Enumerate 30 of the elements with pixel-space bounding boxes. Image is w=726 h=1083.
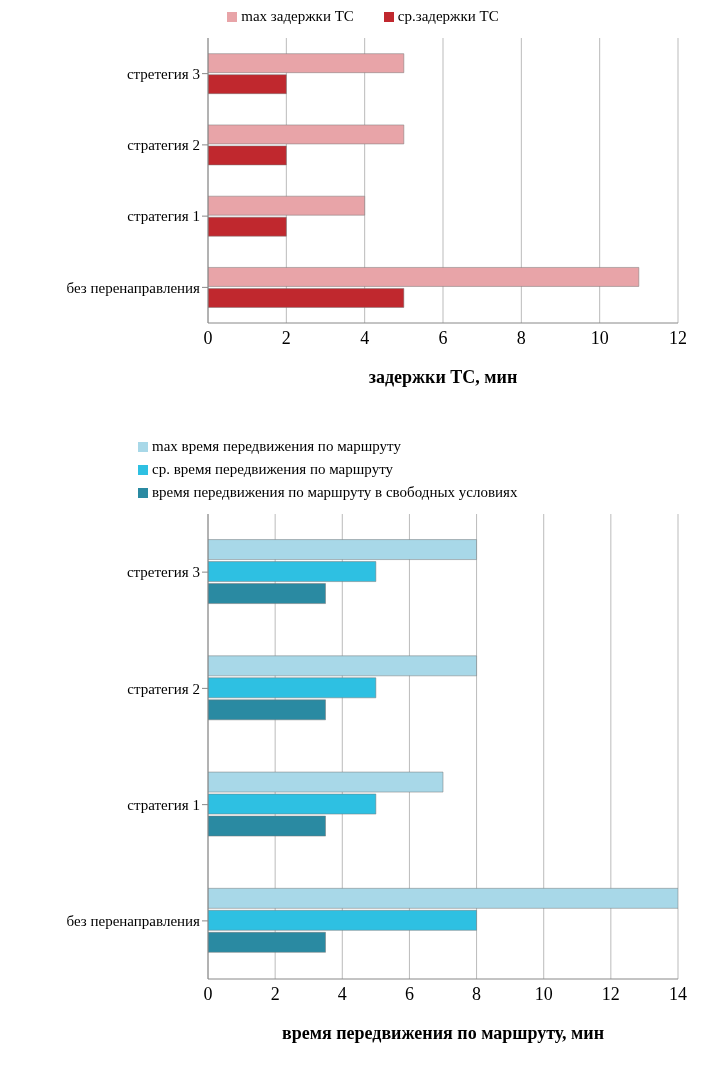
x-tick-label: 12 xyxy=(601,983,620,1004)
x-axis-title: задержки ТС, мин xyxy=(368,367,518,387)
x-axis-title: время передвижения по маршруту, мин xyxy=(281,1023,605,1043)
x-tick-label: 10 xyxy=(534,983,553,1004)
x-tick-label: 6 xyxy=(438,327,448,348)
y-tick-label: стретегия 3 xyxy=(126,65,200,82)
y-tick-label: стретегия 3 xyxy=(126,564,200,581)
legend-label: max задержки ТС xyxy=(241,8,354,25)
x-tick-label: 8 xyxy=(472,983,482,1004)
legend-label: ср.задержки ТС xyxy=(397,8,499,25)
x-tick-label: 4 xyxy=(337,983,347,1004)
x-tick-label: 0 xyxy=(203,327,213,348)
x-tick-label: 10 xyxy=(590,327,609,348)
y-tick-label: стратегия 2 xyxy=(127,680,200,697)
y-tick-label: стратегия 2 xyxy=(127,137,200,154)
x-tick-label: 2 xyxy=(270,983,280,1004)
x-tick-label: 14 xyxy=(669,983,687,1004)
x-tick-label: 6 xyxy=(404,983,414,1004)
x-tick-label: 12 xyxy=(669,327,687,348)
legend-label: время передвижения по маршруту в свободных условиях xyxy=(152,484,518,501)
legend-label: ср. время передвижения по маршруту xyxy=(152,461,393,478)
y-tick-label: без перенаправления xyxy=(66,913,201,930)
x-tick-label: 4 xyxy=(360,327,370,348)
legend-label: max время передвижения по маршруту xyxy=(152,438,401,455)
y-tick-label: стратегия 1 xyxy=(127,796,200,813)
y-tick-label: без перенаправления xyxy=(66,279,201,296)
x-tick-label: 2 xyxy=(281,327,291,348)
x-tick-label: 0 xyxy=(203,983,213,1004)
y-tick-label: стратегия 1 xyxy=(127,208,200,225)
x-tick-label: 8 xyxy=(516,327,526,348)
